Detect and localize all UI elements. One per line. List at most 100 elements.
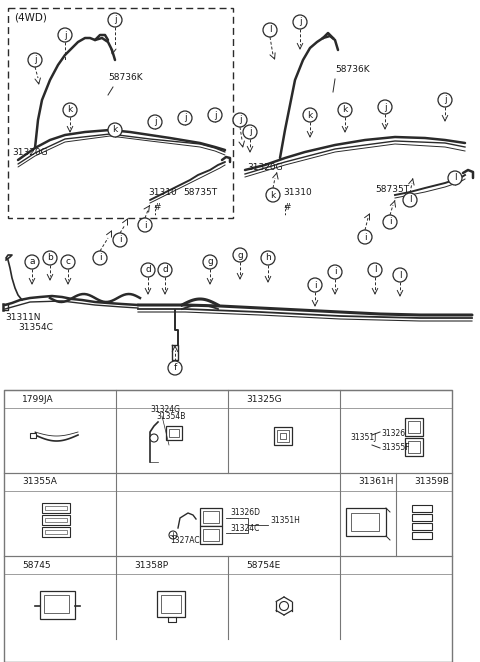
Circle shape	[108, 13, 122, 27]
Text: 58736K: 58736K	[108, 73, 143, 82]
Circle shape	[93, 251, 107, 265]
Bar	[42, 527, 70, 537]
Circle shape	[117, 475, 131, 489]
Text: j: j	[34, 56, 36, 64]
Text: k: k	[342, 105, 348, 115]
Text: 31351J: 31351J	[350, 434, 376, 442]
Text: 58735T: 58735T	[183, 188, 217, 197]
Text: j: j	[114, 15, 116, 24]
Text: 31326D: 31326D	[230, 508, 260, 517]
Text: l: l	[235, 561, 237, 569]
Circle shape	[438, 93, 452, 107]
Text: 58736K: 58736K	[335, 65, 370, 74]
Text: k: k	[307, 111, 312, 120]
Text: b: b	[47, 254, 53, 263]
Circle shape	[208, 108, 222, 122]
Circle shape	[383, 215, 397, 229]
Circle shape	[58, 28, 72, 42]
Circle shape	[229, 558, 243, 572]
Text: 31354C: 31354C	[18, 323, 53, 332]
Circle shape	[117, 558, 131, 572]
Bar	[351, 513, 379, 531]
Text: 31358P: 31358P	[134, 561, 168, 569]
Circle shape	[368, 263, 382, 277]
Circle shape	[338, 103, 352, 117]
Text: l: l	[269, 26, 271, 34]
Bar	[45, 518, 67, 522]
Bar	[203, 529, 219, 541]
Text: #: #	[153, 203, 160, 212]
Circle shape	[233, 113, 247, 127]
Text: 31324C: 31324C	[230, 524, 259, 533]
Circle shape	[169, 531, 177, 539]
Bar	[408, 421, 420, 433]
Text: 1327AC: 1327AC	[170, 536, 200, 545]
Circle shape	[397, 475, 411, 489]
Bar	[408, 441, 420, 453]
Circle shape	[261, 251, 275, 265]
Circle shape	[5, 392, 19, 406]
Circle shape	[358, 230, 372, 244]
Circle shape	[141, 263, 155, 277]
Circle shape	[341, 392, 355, 406]
Circle shape	[178, 111, 192, 125]
Circle shape	[28, 53, 42, 67]
Text: i: i	[119, 236, 121, 244]
Text: a: a	[29, 258, 35, 267]
Text: j: j	[154, 117, 156, 126]
Text: j: j	[444, 95, 446, 105]
Text: 31324G: 31324G	[150, 405, 180, 414]
Bar	[200, 508, 222, 526]
Circle shape	[113, 233, 127, 247]
Circle shape	[243, 125, 257, 139]
Circle shape	[403, 193, 417, 207]
Circle shape	[266, 188, 280, 202]
Circle shape	[263, 23, 277, 37]
Text: k: k	[67, 105, 72, 115]
Text: (4WD): (4WD)	[14, 12, 47, 22]
Text: c: c	[65, 258, 71, 267]
Bar	[40, 591, 75, 619]
Bar	[44, 595, 69, 613]
Text: d: d	[345, 395, 351, 404]
Circle shape	[293, 15, 307, 29]
Circle shape	[303, 108, 317, 122]
Circle shape	[108, 123, 122, 137]
Bar	[8, 8, 233, 218]
Bar	[412, 514, 432, 520]
Text: f: f	[11, 477, 13, 487]
Text: l: l	[399, 271, 401, 279]
Text: k: k	[121, 561, 127, 569]
Bar	[203, 511, 219, 523]
Bar	[157, 591, 185, 617]
Text: 31310: 31310	[148, 188, 177, 197]
Text: 31361H: 31361H	[358, 477, 394, 487]
Bar	[412, 532, 432, 538]
Circle shape	[117, 392, 131, 406]
Circle shape	[341, 475, 355, 489]
Text: j: j	[299, 17, 301, 26]
Text: g: g	[207, 258, 213, 267]
Text: f: f	[173, 363, 177, 373]
Bar	[30, 433, 36, 438]
Text: k: k	[112, 126, 118, 134]
Circle shape	[43, 251, 57, 265]
Text: h: h	[345, 477, 351, 487]
Circle shape	[168, 361, 182, 375]
Bar	[42, 503, 70, 513]
Bar	[4, 390, 452, 662]
Circle shape	[448, 171, 462, 185]
Circle shape	[158, 263, 172, 277]
Text: c: c	[233, 395, 239, 404]
Circle shape	[5, 475, 19, 489]
Circle shape	[5, 558, 19, 572]
Text: j: j	[249, 128, 252, 136]
Bar	[412, 522, 432, 530]
Text: j: j	[64, 30, 66, 40]
Text: 31351H: 31351H	[270, 516, 300, 525]
Text: 31355F: 31355F	[381, 443, 409, 452]
Text: #: #	[283, 203, 290, 212]
Circle shape	[150, 434, 158, 442]
Bar	[42, 515, 70, 525]
Text: i: i	[334, 267, 336, 277]
